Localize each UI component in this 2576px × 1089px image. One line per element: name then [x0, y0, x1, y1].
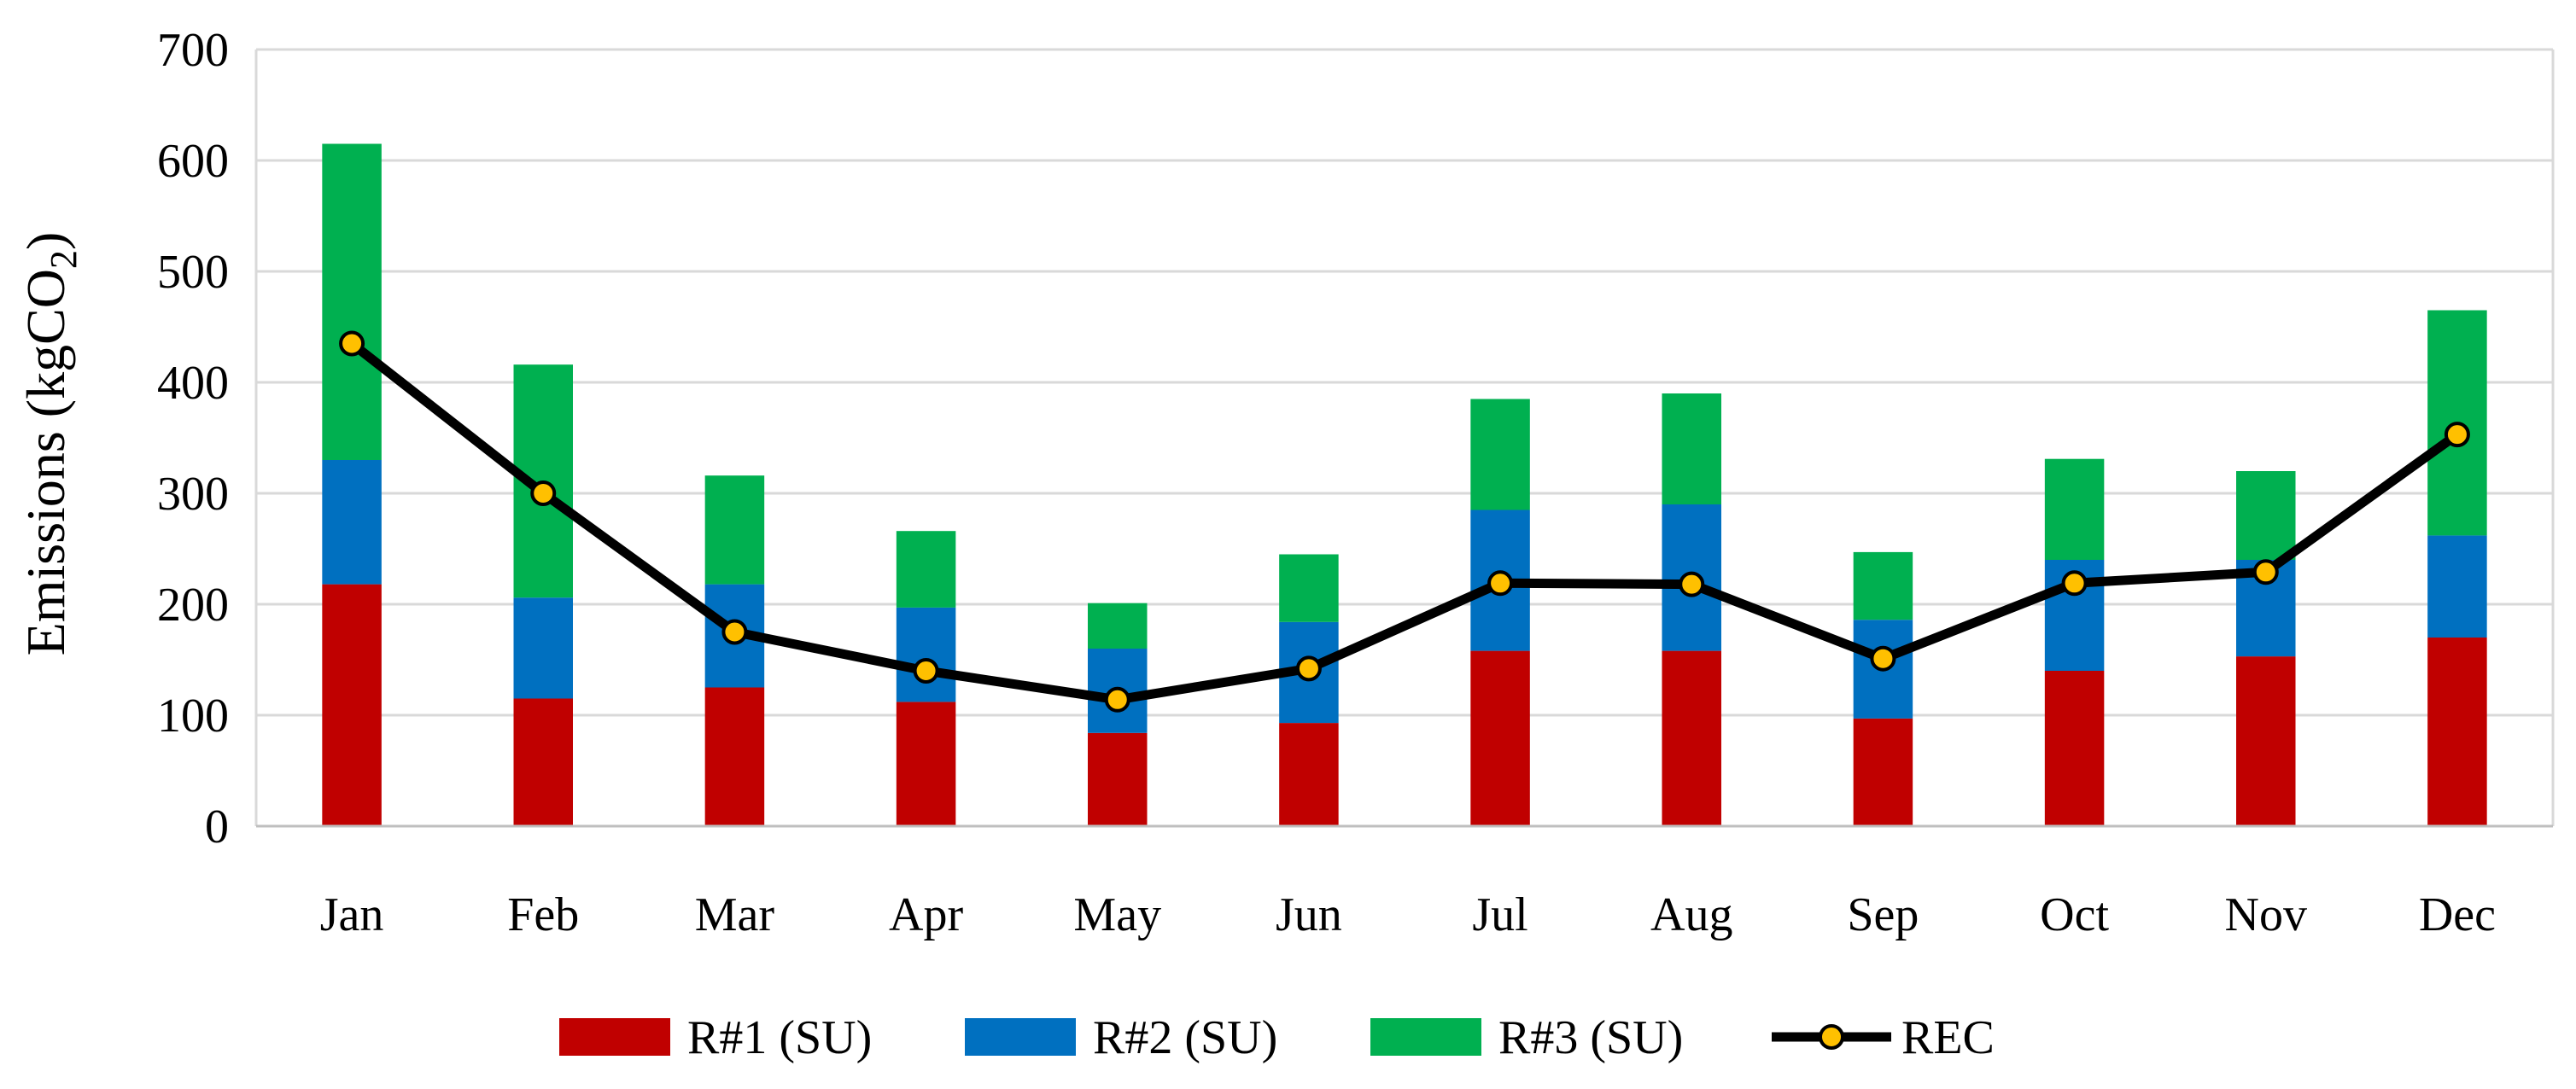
bar-1-feb [513, 698, 573, 826]
bar-2-jan [322, 460, 382, 585]
bar-1-jul [1470, 650, 1530, 826]
rec-point-jun [1295, 655, 1322, 682]
x-tick-label-jul: Jul [1472, 888, 1527, 941]
bar-3-mar [704, 475, 765, 585]
x-tick-label-nov: Nov [2225, 888, 2307, 941]
rec-point-may [1104, 686, 1130, 713]
y-tick-label: 300 [157, 468, 229, 521]
rec-point-mar [721, 619, 748, 645]
bar-3-aug [1662, 393, 1721, 504]
y-axis-title: Emissions (kgCO2) [15, 232, 85, 656]
bar-1-dec [2427, 638, 2487, 826]
legend-swatch-1 [559, 1018, 670, 1056]
gridlines [256, 48, 2553, 717]
rec-point-jul [1487, 570, 1514, 597]
legend-marker-swatch [1819, 1024, 1844, 1050]
y-axis-title-subscript: 2 [43, 250, 85, 269]
y-tick-label: 200 [157, 579, 229, 632]
x-tick-labels: Jan Feb Mar Apr May Jun Jul Aug Sep Oct Nov Dec [320, 888, 2496, 941]
x-tick-label-mar: Mar [695, 888, 775, 941]
x-tick-label-jan: Jan [320, 888, 384, 941]
y-tick-label: 100 [157, 690, 229, 742]
bar-2-feb [513, 597, 573, 699]
legend-item-4: REC [1772, 1011, 1995, 1064]
rec-point-nov [2252, 559, 2279, 585]
rec-point-aug [1679, 571, 1705, 597]
bar-3-jan [322, 143, 382, 460]
rec-point-apr [913, 658, 939, 684]
rec-line-series [339, 330, 2470, 713]
bar-1-aug [1662, 650, 1721, 826]
y-tick-label: 400 [157, 357, 229, 410]
rec-point-sep [1870, 645, 1896, 672]
bar-1-may [1088, 732, 1148, 826]
x-tick-label-sep: Sep [1847, 888, 1919, 941]
bar-1-nov [2236, 656, 2296, 826]
bar-3-apr [896, 531, 956, 608]
x-tick-label-jun: Jun [1276, 888, 1342, 941]
y-axis-title-main: Emissions (kgCO [15, 269, 76, 655]
legend-swatch-2 [965, 1018, 1076, 1056]
y-tick-label: 700 [157, 24, 229, 77]
rec-point-feb [530, 480, 557, 506]
x-tick-label-dec: Dec [2419, 888, 2496, 941]
bar-3-may [1088, 603, 1148, 649]
x-tick-label-aug: Aug [1650, 888, 1732, 941]
rec-point-oct [2061, 570, 2088, 597]
rec-line [348, 340, 2461, 705]
x-tick-label-feb: Feb [507, 888, 579, 941]
bar-3-oct [2044, 458, 2105, 560]
bar-1-mar [704, 687, 765, 826]
x-tick-label-oct: Oct [2040, 888, 2109, 941]
legend-label-1: R#1 (SU) [687, 1011, 872, 1064]
legend-item-1: R#1 (SU) [559, 1011, 872, 1064]
legend-swatch-3 [1370, 1018, 1481, 1056]
rec-point-jan [339, 330, 365, 357]
legend-label-4: REC [1901, 1011, 1995, 1064]
bar-1-jun [1279, 723, 1339, 826]
rec-point-dec [2444, 422, 2470, 448]
legend-label-2: R#2 (SU) [1093, 1011, 1277, 1064]
bar-1-oct [2044, 671, 2105, 826]
bar-3-jun [1279, 554, 1339, 622]
bar-2-apr [896, 607, 956, 702]
bar-3-jul [1470, 399, 1530, 510]
bar-1-sep [1853, 718, 1913, 826]
legend: R#1 (SU) R#2 (SU) R#3 (SU) REC [559, 1011, 1995, 1064]
legend-item-3: R#3 (SU) [1370, 1011, 1683, 1064]
y-tick-labels: 0 100 200 300 400 500 600 700 [157, 24, 229, 853]
legend-label-3: R#3 (SU) [1498, 1011, 1683, 1064]
bar-2-dec [2427, 535, 2487, 638]
bar-1-apr [896, 702, 956, 826]
x-tick-label-may: May [1073, 888, 1161, 941]
y-tick-label: 0 [205, 801, 229, 853]
legend-item-2: R#2 (SU) [965, 1011, 1277, 1064]
bar-1-jan [322, 584, 382, 826]
bar-series [322, 143, 2487, 826]
y-tick-label: 600 [157, 135, 229, 188]
y-tick-label: 500 [157, 246, 229, 299]
bar-3-sep [1853, 551, 1913, 620]
x-tick-label-apr: Apr [889, 888, 963, 941]
y-axis-title-end: ) [15, 232, 76, 250]
axes [254, 48, 2555, 828]
bar-3-nov [2236, 471, 2296, 560]
